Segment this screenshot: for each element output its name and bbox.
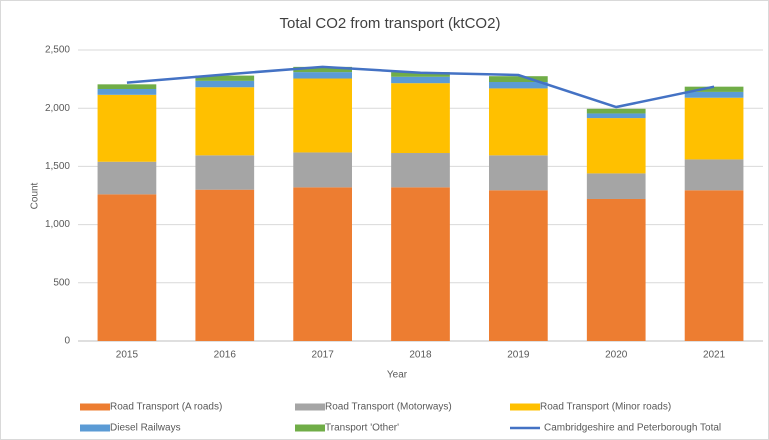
x-tick-label: 2016 <box>214 350 237 361</box>
bar-segment <box>391 76 450 84</box>
bar-segment <box>293 187 352 341</box>
bar-segment <box>586 173 646 199</box>
y-tick-label: 1,500 <box>45 161 70 172</box>
bar-segment <box>293 72 352 79</box>
bar-segment <box>586 118 646 174</box>
bar-segment <box>97 88 157 95</box>
bar-segment <box>97 94 157 162</box>
y-tick-label: 0 <box>64 336 70 347</box>
bar-segment <box>489 155 548 191</box>
bar-segment <box>195 87 255 156</box>
bar-segment <box>684 86 744 92</box>
bar-segment <box>391 72 450 77</box>
bar-segment <box>391 83 450 154</box>
bar-segment <box>684 97 744 160</box>
bar-segment <box>97 84 157 89</box>
y-tick-label: 2,000 <box>45 103 70 114</box>
legend-label: Transport 'Other' <box>325 423 399 434</box>
x-tick-label: 2021 <box>703 350 726 361</box>
bar-segment <box>293 66 352 73</box>
bar-segment <box>489 88 548 156</box>
y-axis-label: Count <box>30 182 41 209</box>
bar-segment <box>195 155 255 190</box>
legend-swatch <box>510 403 540 411</box>
legend-label: Road Transport (Minor roads) <box>540 402 671 413</box>
bar-segment <box>97 161 157 195</box>
bar-segment <box>195 75 255 81</box>
x-tick-label: 2019 <box>507 350 530 361</box>
bar-segment <box>391 187 450 341</box>
legend-label: Cambridgeshire and Peterborough Total <box>544 423 721 434</box>
bar-segment <box>293 152 352 188</box>
legend-swatch <box>295 424 325 432</box>
bar-segment <box>391 153 450 188</box>
bar-segment <box>586 113 646 119</box>
legend-label: Diesel Railways <box>110 423 181 434</box>
legend-swatch <box>80 424 110 432</box>
bar-segment <box>586 198 646 341</box>
y-tick-label: 1,000 <box>45 219 70 230</box>
bar-segment <box>97 194 157 341</box>
y-tick-label: 500 <box>53 277 70 288</box>
bar-segment <box>489 190 548 341</box>
bar-segment <box>195 80 255 88</box>
legend-label: Road Transport (A roads) <box>110 402 222 413</box>
x-tick-label: 2015 <box>116 350 139 361</box>
bar-segment <box>684 91 744 98</box>
legend-swatch <box>295 403 325 411</box>
legend-label: Road Transport (Motorways) <box>325 402 452 413</box>
bar-segment <box>195 189 255 341</box>
bar-segment <box>489 82 548 89</box>
x-axis-label: Year <box>387 370 408 381</box>
bar-segment <box>684 190 744 341</box>
chart-title: Total CO2 from transport (ktCO2) <box>280 15 501 32</box>
x-tick-label: 2020 <box>605 350 628 361</box>
legend-swatch <box>80 403 110 411</box>
bar-segment <box>586 108 646 114</box>
y-tick-label: 2,500 <box>45 45 70 56</box>
x-tick-label: 2018 <box>409 350 432 361</box>
bar-segment <box>293 78 352 153</box>
bar-segment <box>489 76 548 83</box>
total-line <box>126 65 715 109</box>
x-tick-label: 2017 <box>312 350 335 361</box>
bar-segment <box>684 159 744 191</box>
